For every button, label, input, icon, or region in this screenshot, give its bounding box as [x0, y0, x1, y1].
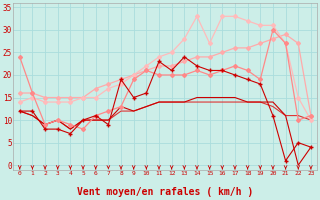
X-axis label: Vent moyen/en rafales ( km/h ): Vent moyen/en rafales ( km/h )	[77, 187, 253, 197]
